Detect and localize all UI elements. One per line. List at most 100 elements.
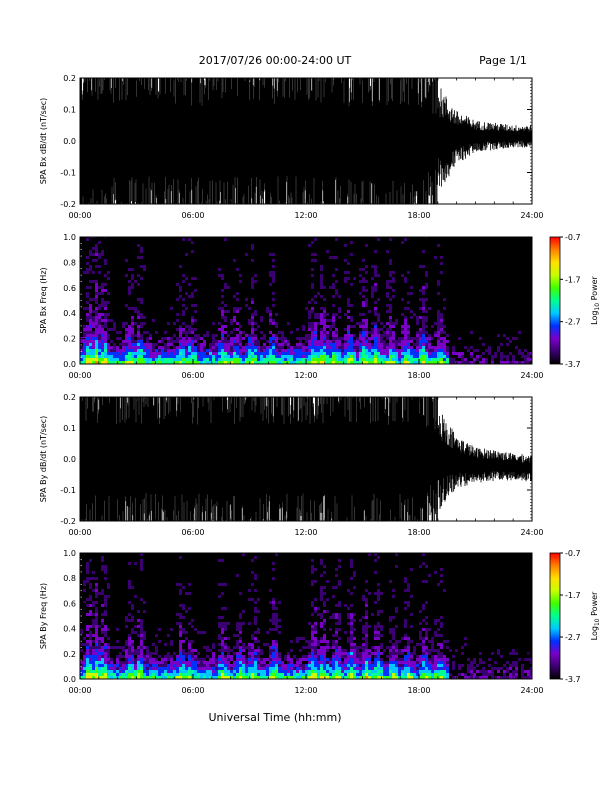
- spectrogram-cell: [350, 622, 353, 625]
- spectrogram-cell: [392, 289, 395, 292]
- spectrogram-cell: [221, 340, 224, 343]
- spectrogram-cell: [305, 646, 308, 649]
- spectrogram-cell: [269, 283, 272, 286]
- spectrogram-cell: [275, 649, 278, 652]
- spectrogram-cell: [116, 331, 119, 334]
- spectrogram-cell: [86, 598, 89, 601]
- spectrogram-cell: [314, 637, 317, 640]
- spectrogram-cell: [512, 673, 515, 676]
- spectrogram-cell: [383, 676, 386, 679]
- spectrogram-cell: [512, 355, 515, 358]
- spectrogram-cell: [353, 649, 356, 652]
- spectrogram-cell: [80, 358, 83, 361]
- spectrogram-cell: [422, 649, 425, 652]
- spectrogram-cell: [134, 649, 137, 652]
- spectrogram-cell: [335, 280, 338, 283]
- spectrogram-cell: [251, 325, 254, 328]
- spectrogram-cell: [458, 355, 461, 358]
- spectrogram-cell: [263, 337, 266, 340]
- spectrogram-cell: [365, 346, 368, 349]
- spectrogram-cell: [257, 325, 260, 328]
- spectrogram-cell: [212, 652, 215, 655]
- spectrogram-cell: [188, 361, 191, 364]
- spectrogram-cell: [242, 643, 245, 646]
- spectrogram-cell: [188, 295, 191, 298]
- spectrogram-cell: [218, 361, 221, 364]
- spectrogram-cell: [407, 664, 410, 667]
- spectrogram-cell: [443, 307, 446, 310]
- spectrogram-cell: [149, 652, 152, 655]
- spectrogram-cell: [281, 343, 284, 346]
- spectrogram-cell: [380, 658, 383, 661]
- spectrogram-cell: [350, 643, 353, 646]
- spectrogram-cell: [254, 640, 257, 643]
- spectrogram-cell: [503, 334, 506, 337]
- spectrogram-cell: [479, 355, 482, 358]
- spectrogram-cell: [272, 274, 275, 277]
- spectrogram-cell: [182, 328, 185, 331]
- spectrogram-cell: [200, 664, 203, 667]
- spectrogram-cell: [410, 346, 413, 349]
- spectrogram-cell: [272, 664, 275, 667]
- spectrogram-cell: [524, 361, 527, 364]
- spectrogram-cell: [431, 670, 434, 673]
- spectrogram-cell: [86, 661, 89, 664]
- spectrogram-cell: [104, 601, 107, 604]
- spectrogram-cell: [146, 652, 149, 655]
- spectrogram-cell: [395, 625, 398, 628]
- spectrogram-cell: [320, 574, 323, 577]
- spectrogram-cell: [263, 673, 266, 676]
- spectrogram-cell: [227, 652, 230, 655]
- spectrogram-cell: [425, 283, 428, 286]
- x-tick-label: 24:00: [520, 371, 543, 380]
- spectrogram-cell: [86, 355, 89, 358]
- spectrogram-cell: [503, 361, 506, 364]
- spectrogram-cell: [446, 676, 449, 679]
- spectrogram-cell: [446, 673, 449, 676]
- spectrogram-cell: [341, 352, 344, 355]
- spectrogram-cell: [467, 667, 470, 670]
- spectrogram-cell: [320, 361, 323, 364]
- spectrogram-cell: [281, 340, 284, 343]
- spectrogram-cell: [116, 640, 119, 643]
- spectrogram-cell: [140, 562, 143, 565]
- spectrogram-cell: [395, 358, 398, 361]
- spectrogram-cell: [92, 634, 95, 637]
- spectrogram-cell: [86, 664, 89, 667]
- spectrogram-cell: [95, 355, 98, 358]
- spectrogram-cell: [377, 592, 380, 595]
- spectrogram-cell: [131, 355, 134, 358]
- spectrogram-cell: [128, 634, 131, 637]
- spectrogram-cell: [101, 340, 104, 343]
- spectrogram-cell: [221, 616, 224, 619]
- spectrogram-cell: [383, 664, 386, 667]
- spectrogram-cell: [131, 604, 134, 607]
- spectrogram-cell: [419, 667, 422, 670]
- spectrogram-cell: [284, 655, 287, 658]
- spectrogram-cell: [317, 613, 320, 616]
- spectrogram-cell: [167, 655, 170, 658]
- spectrogram-cell: [530, 676, 532, 679]
- spectrogram-cell: [203, 667, 206, 670]
- x-tick-label: 12:00: [294, 686, 317, 695]
- spectrogram-cell: [236, 661, 239, 664]
- spectrogram-cell: [425, 343, 428, 346]
- spectrogram-cell: [308, 658, 311, 661]
- spectrogram-cell: [194, 628, 197, 631]
- spectrogram-cell: [332, 322, 335, 325]
- x-tick-label: 06:00: [181, 211, 204, 220]
- spectrogram-cell: [95, 640, 98, 643]
- spectrogram-cell: [131, 658, 134, 661]
- spectrogram-cell: [281, 337, 284, 340]
- spectrogram-cell: [182, 604, 185, 607]
- spectrogram-cell: [101, 319, 104, 322]
- spectrogram-cell: [227, 343, 230, 346]
- spectrogram-cell: [329, 661, 332, 664]
- spectrogram-cell: [410, 340, 413, 343]
- spectrogram-cell: [404, 361, 407, 364]
- colorbar-tick-label: -2.7: [565, 318, 581, 327]
- spectrogram-cell: [101, 658, 104, 661]
- spectrogram-cell: [236, 361, 239, 364]
- spectrogram-cell: [275, 652, 278, 655]
- spectrogram-cell: [218, 634, 221, 637]
